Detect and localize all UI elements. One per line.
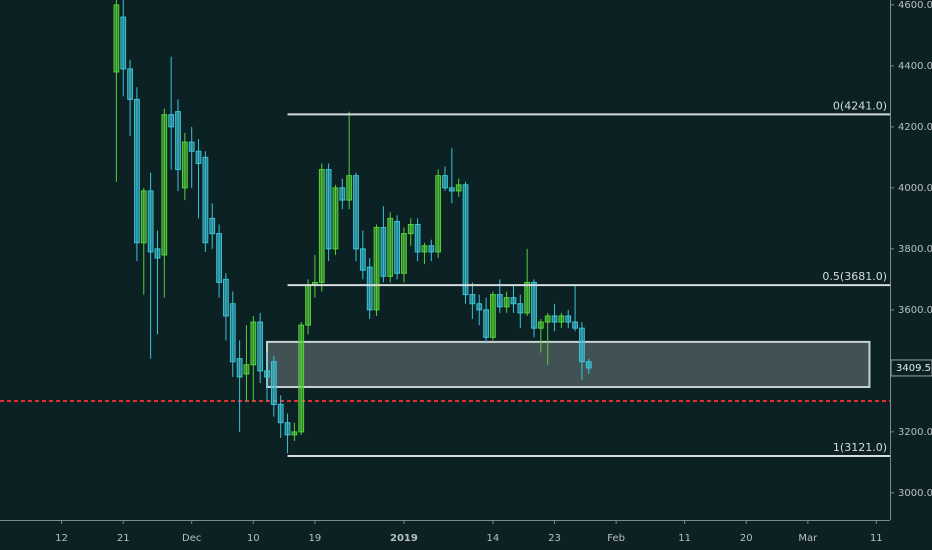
candle-body: [462, 184, 469, 296]
candle-body: [359, 248, 366, 271]
candle-body: [401, 233, 407, 274]
candle-body: [264, 370, 270, 378]
candle-body: [236, 358, 243, 378]
candle-body: [373, 227, 380, 311]
candle-body: [565, 315, 572, 323]
y-tick-label: 3800.0: [898, 244, 932, 255]
candle-body: [339, 187, 346, 201]
candle-body: [421, 245, 428, 253]
candle-body: [387, 217, 394, 277]
candle-body: [243, 364, 250, 375]
candle-body: [496, 294, 503, 308]
candle-body: [120, 16, 127, 70]
candle-body: [175, 111, 181, 171]
candle-body: [332, 187, 339, 250]
zone: [266, 340, 871, 389]
candle-body: [435, 175, 442, 253]
candle-body: [147, 190, 154, 253]
candle-body: [407, 223, 414, 235]
y-tick-label: 4000.0: [898, 183, 932, 194]
axis-panel: [0, 520, 932, 550]
candle-body: [490, 294, 496, 338]
y-tick-label: 3200.0: [898, 427, 932, 438]
x-tick-label: 21: [117, 533, 130, 544]
candle-body: [551, 315, 558, 323]
x-tick-label: Feb: [607, 533, 625, 544]
candle-body: [229, 303, 236, 363]
candle-body: [140, 190, 147, 244]
candle-body: [531, 281, 537, 329]
x-tick-label: 11: [870, 533, 883, 544]
candle-body: [503, 297, 510, 308]
candle-body: [168, 114, 175, 128]
candle-body: [188, 141, 195, 152]
x-tick-label: 10: [247, 533, 260, 544]
candle-body: [181, 141, 188, 189]
fib-label: 0(4241.0): [833, 99, 887, 112]
candle-body: [277, 403, 284, 424]
candle-body: [428, 245, 435, 253]
x-tick-label: 23: [548, 533, 561, 544]
candle-body: [483, 309, 489, 338]
candle-body: [346, 175, 353, 201]
candle-body: [544, 315, 551, 323]
candle-body: [442, 175, 448, 189]
y-tick-label: 3600.0: [898, 305, 932, 316]
candle-body: [572, 321, 578, 329]
axis-panel: [890, 0, 932, 550]
candle-body: [448, 187, 455, 192]
candle-body: [524, 281, 531, 314]
candle-body: [455, 184, 462, 192]
x-tick-label: 20: [740, 533, 753, 544]
candle-body: [476, 303, 483, 311]
candle-body: [537, 321, 544, 329]
candle-body: [284, 422, 291, 436]
last-price-label: 3409.5: [896, 363, 931, 374]
candle-body: [216, 233, 222, 283]
y-tick-label: 4200.0: [898, 122, 932, 133]
candle-body: [366, 266, 373, 311]
candle-body: [305, 284, 311, 326]
candle-body: [579, 327, 585, 363]
candle-body: [298, 324, 305, 433]
candle-body: [113, 4, 120, 73]
x-tick-label: 14: [487, 533, 500, 544]
candle-body: [202, 156, 209, 244]
candle-body: [154, 248, 161, 259]
x-tick-label: Dec: [182, 533, 201, 544]
candle-body: [414, 223, 421, 253]
candle-body: [318, 169, 325, 283]
candle-body: [161, 114, 168, 256]
candle-body: [195, 150, 202, 164]
candle-body: [325, 169, 332, 250]
candle-body: [134, 98, 140, 244]
x-tick-label: 2019: [390, 533, 418, 544]
y-tick-label: 4400.0: [898, 61, 932, 72]
x-tick-label: 11: [678, 533, 691, 544]
candle-body: [257, 321, 264, 372]
candle-body: [291, 431, 298, 436]
candle-body: [127, 68, 133, 100]
y-tick-label: 4600.0: [898, 0, 932, 11]
candle-body: [510, 297, 517, 305]
x-tick-label: 19: [309, 533, 322, 544]
candle-body: [517, 303, 524, 314]
last-price-box: [890, 359, 932, 377]
candle-body: [558, 315, 565, 323]
fib-label: 1(3121.0): [833, 441, 887, 454]
candle-body: [270, 361, 277, 405]
fib-label: 0.5(3681.0): [822, 270, 887, 283]
y-tick-label: 3000.0: [898, 488, 932, 499]
candle-body: [223, 278, 229, 317]
candle-body: [353, 175, 359, 250]
candle-body: [469, 294, 476, 305]
candle-body: [250, 321, 257, 366]
candle-body: [209, 217, 216, 235]
x-tick-label: 12: [55, 533, 68, 544]
candle-body: [585, 361, 592, 369]
candle-body: [380, 227, 387, 277]
candle-body: [394, 220, 400, 274]
x-tick-label: Mar: [798, 533, 818, 544]
